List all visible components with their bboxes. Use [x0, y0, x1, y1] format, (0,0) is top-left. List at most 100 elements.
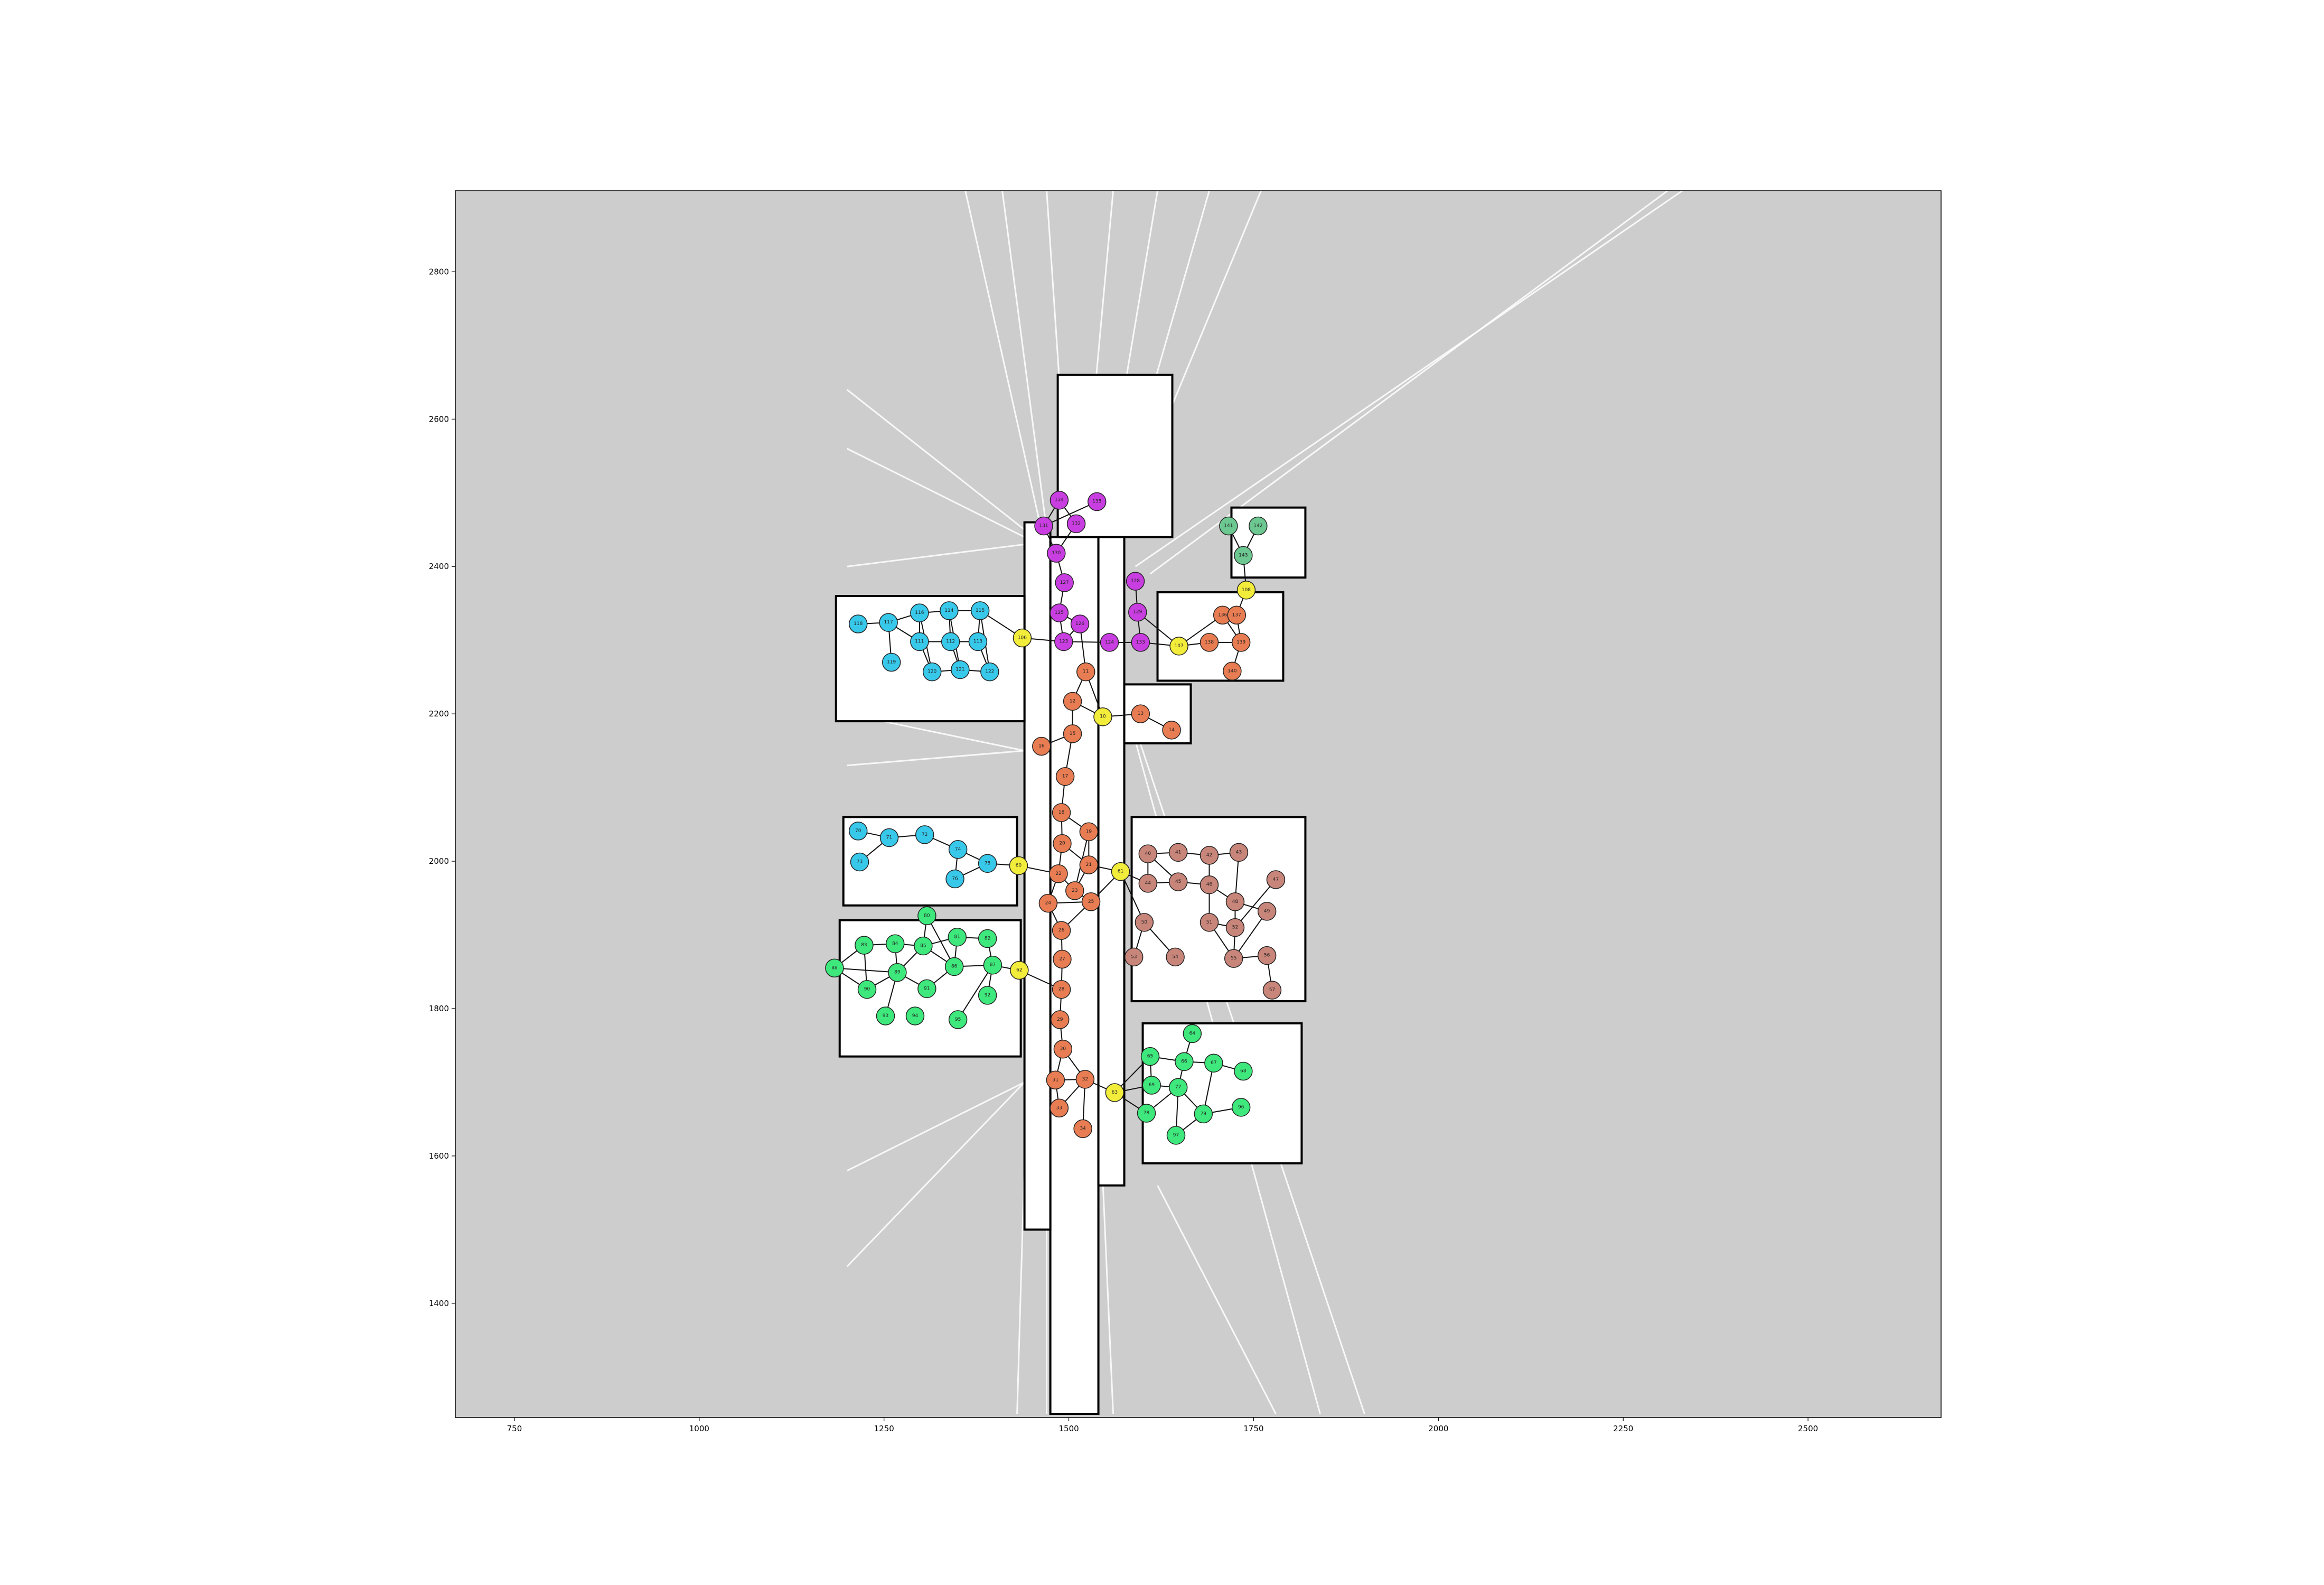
graph-node-label: 33	[1056, 1105, 1062, 1111]
graph-node: 66	[1175, 1052, 1194, 1071]
graph-node: 141	[1219, 516, 1238, 536]
graph-node-label: 29	[1057, 1017, 1063, 1022]
graph-node-circle	[1052, 803, 1071, 822]
graph-node: 21	[1079, 855, 1099, 874]
graph-node-label: 120	[927, 669, 936, 675]
graph-node: 138	[1200, 633, 1219, 652]
graph-node: 81	[948, 927, 967, 947]
graph-node: 29	[1051, 1010, 1070, 1029]
graph-node-circle	[1236, 581, 1256, 600]
graph-node-label: 91	[924, 986, 930, 991]
graph-node-label: 88	[831, 965, 838, 971]
y-tick-label: 2200	[429, 709, 449, 719]
graph-node-circle	[968, 632, 988, 651]
graph-node: 77	[1168, 1078, 1188, 1097]
graph-node: 47	[1266, 870, 1286, 889]
graph-node: 121	[951, 660, 970, 679]
graph-node-label: 31	[1053, 1077, 1058, 1083]
graph-node-label: 17	[1062, 774, 1068, 779]
graph-node-circle	[1088, 492, 1107, 511]
graph-node-circle	[1009, 856, 1028, 875]
graph-node-circle	[1229, 843, 1249, 862]
graph-node-circle	[1126, 572, 1145, 591]
graph-node-circle	[1070, 614, 1090, 633]
graph-node-circle	[1194, 1104, 1213, 1124]
graph-node: 60	[1009, 856, 1028, 875]
graph-node-label: 84	[892, 941, 898, 946]
y-tick-label: 2000	[429, 856, 449, 866]
plot-frame	[455, 190, 1942, 1418]
graph-node: 63	[1105, 1083, 1124, 1102]
graph-node: 24	[1038, 893, 1058, 913]
graph-node-label: 133	[1136, 640, 1145, 645]
graph-node-circle	[888, 963, 907, 982]
graph-node-circle	[1262, 981, 1282, 1000]
graph-edge	[1043, 501, 1098, 527]
graph-node-circle	[922, 662, 942, 682]
y-tick-label: 2600	[429, 414, 449, 424]
graph-node: 125	[1049, 603, 1069, 622]
graph-node-circle	[1137, 1104, 1156, 1123]
graph-node-circle	[1049, 603, 1069, 622]
free-space-region	[1097, 521, 1126, 1187]
y-tick-label: 2800	[429, 267, 449, 276]
graph-node-circle	[1142, 1076, 1161, 1095]
graph-node-label: 140	[1227, 668, 1236, 674]
graph-node-circle	[945, 869, 964, 889]
graph-node-circle	[1231, 1098, 1251, 1117]
graph-node-circle	[1079, 855, 1099, 874]
graph-node: 22	[1049, 864, 1068, 883]
graph-node: 19	[1079, 822, 1099, 842]
graph-node-label: 51	[1206, 920, 1212, 925]
graph-node-label: 30	[1060, 1047, 1066, 1052]
graph-node: 12	[1063, 692, 1082, 711]
graph-node: 17	[1055, 767, 1075, 786]
x-tick-label: 1000	[689, 1424, 709, 1433]
graph-node-label: 83	[861, 943, 867, 948]
graph-node-label: 111	[915, 639, 924, 644]
graph-node-circle	[978, 986, 997, 1005]
graph-node: 119	[882, 652, 901, 672]
free-space-region	[1023, 521, 1052, 1231]
graph-node: 112	[941, 632, 960, 651]
graph-node-label: 73	[857, 859, 863, 864]
graph-node-circle	[885, 934, 905, 954]
graph-node-circle	[1063, 724, 1082, 743]
free-space-region	[1141, 1022, 1303, 1164]
graph-node: 142	[1249, 516, 1268, 536]
graph-node-label: 22	[1055, 871, 1061, 877]
scan-ray	[847, 447, 1025, 538]
graph-node-label: 136	[1218, 612, 1227, 618]
graph-node-label: 53	[1131, 954, 1137, 959]
graph-node-circle	[944, 957, 964, 976]
graph-node-label: 11	[1083, 669, 1089, 675]
graph-node-label: 48	[1232, 899, 1239, 905]
graph-node: 14	[1162, 721, 1181, 740]
graph-node-label: 67	[1211, 1060, 1216, 1066]
graph-node-label: 141	[1224, 524, 1233, 529]
graph-node-label: 62	[1016, 967, 1022, 973]
graph-node-label: 77	[1175, 1085, 1181, 1090]
graph-node-label: 112	[946, 639, 955, 644]
graph-node-label: 68	[1240, 1069, 1247, 1074]
graph-node-label: 130	[1052, 551, 1061, 556]
graph-node-label: 114	[944, 608, 953, 613]
graph-node-circle	[1249, 516, 1268, 536]
graph-node-label: 107	[1175, 644, 1184, 649]
graph-node-label: 139	[1236, 640, 1245, 645]
graph-node-label: 92	[985, 993, 990, 998]
graph-node-circle	[1052, 980, 1071, 999]
graph-node: 130	[1047, 544, 1066, 563]
graph-node: 91	[917, 979, 936, 999]
graph-node: 89	[888, 963, 907, 982]
graph-node-label: 82	[985, 936, 990, 941]
graph-node: 16	[1032, 736, 1051, 756]
graph-node-label: 128	[1131, 579, 1140, 584]
graph-node-circle	[876, 1006, 895, 1025]
graph-node: 96	[1231, 1098, 1251, 1117]
graph-node-label: 123	[1059, 639, 1068, 644]
graph-node: 45	[1168, 872, 1188, 891]
graph-node: 90	[857, 980, 877, 999]
